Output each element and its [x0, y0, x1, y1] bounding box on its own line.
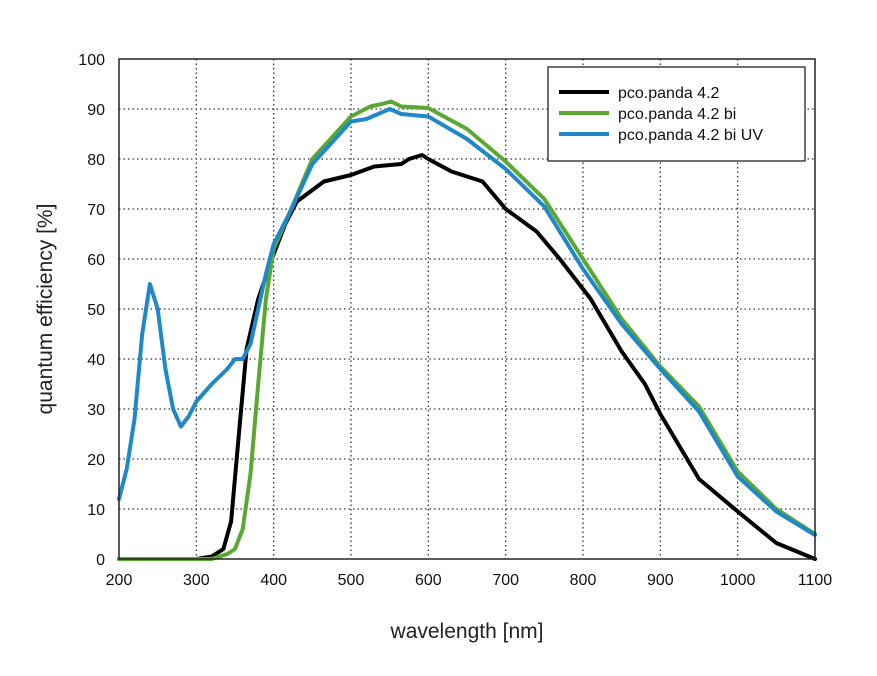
legend-label: pco.panda 4.2 bi	[618, 106, 736, 123]
y-tick-label: 10	[87, 502, 105, 519]
x-tick-label: 600	[415, 572, 442, 589]
y-tick-label: 30	[87, 402, 105, 419]
tick-labels: 200 300 400 500 600 700 800 900 1000 1100 0 10 20 30 4…	[78, 52, 832, 589]
series-line-2	[117, 99, 817, 561]
x-tick-label: 400	[260, 572, 287, 589]
y-tick-label: 20	[87, 452, 105, 469]
y-tick-label: 80	[87, 152, 105, 169]
series-layer	[117, 99, 817, 561]
series-line-1	[117, 153, 817, 561]
legend: pco.panda 4.2 pco.panda 4.2 bi pco.panda 4…	[547, 66, 806, 162]
x-tick-label: 500	[338, 572, 365, 589]
y-tick-label: 70	[87, 202, 105, 219]
y-tick-label: 40	[87, 352, 105, 369]
y-tick-label: 50	[87, 302, 105, 319]
legend-label: pco.panda 4.2	[618, 85, 720, 102]
x-tick-label: 700	[492, 572, 519, 589]
x-axis-title: wavelength [nm]	[390, 620, 544, 643]
y-tick-label: 0	[96, 552, 105, 569]
x-tick-label: 200	[106, 572, 133, 589]
x-tick-label: 1100	[798, 572, 833, 589]
legend-label: pco.panda 4.2 bi UV	[618, 127, 763, 144]
y-tick-label: 60	[87, 252, 105, 269]
x-tick-label: 1000	[720, 572, 756, 589]
grid	[119, 59, 815, 559]
x-tick-label: 900	[647, 572, 674, 589]
y-tick-label: 90	[87, 102, 105, 119]
plot-frame	[118, 58, 816, 560]
y-tick-label: 100	[78, 52, 105, 69]
y-axis-title: quantum efficiency [%]	[34, 204, 57, 415]
x-tick-label: 800	[570, 572, 597, 589]
series-line-3	[117, 107, 817, 537]
x-tick-label: 300	[183, 572, 210, 589]
